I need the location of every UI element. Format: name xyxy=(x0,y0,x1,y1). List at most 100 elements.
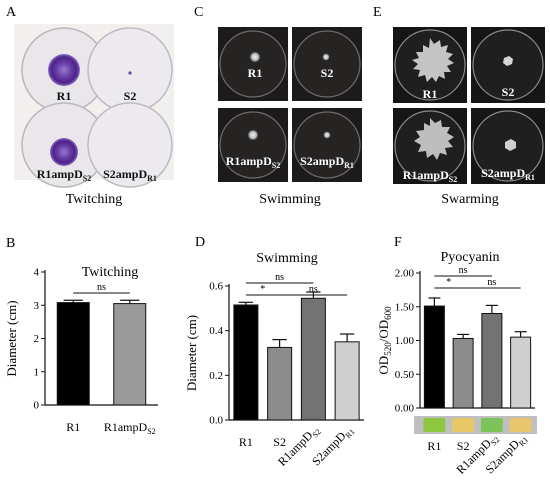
swimming-spot-r1 xyxy=(249,51,261,63)
swarming-dish-r1: R1 xyxy=(393,27,467,103)
x-tick-label-1: S2 xyxy=(457,439,470,453)
swimming-dish-label-s2: S2 xyxy=(321,66,334,80)
y-label-part: OD xyxy=(376,356,391,375)
y-tick-label: 0.4 xyxy=(209,325,223,337)
x-tick-label-3: S2ampDR1 xyxy=(483,430,531,478)
bar-0 xyxy=(423,305,445,409)
panel-letter-c: C xyxy=(194,5,203,20)
sig-label-1: ns xyxy=(459,265,468,276)
twitching-colony-r1ampd xyxy=(50,138,78,166)
swimming-dish-s2: S2 xyxy=(292,27,362,101)
y-axis-label: OD520/OD600 xyxy=(376,306,393,375)
y-tick-label: 4 xyxy=(34,267,40,279)
swarming-colony-r1ampd xyxy=(414,118,454,160)
swimming-dish-r1: R1 xyxy=(218,27,288,101)
twitching-dish-label-r1: R1 xyxy=(57,89,72,103)
x-tick-label-0: R1 xyxy=(66,420,80,434)
x-label-main: R1 xyxy=(427,439,441,453)
swarming-dish-s2: S2 xyxy=(471,27,545,103)
panel-e-caption: Swarming xyxy=(441,192,499,207)
x-label-main: S2 xyxy=(457,439,470,453)
y-tick-label: 0 xyxy=(34,400,40,412)
twitching-dish-label-r1ampd: R1ampDS2 xyxy=(37,167,91,183)
culture-tube-2 xyxy=(480,418,503,432)
bar-1 xyxy=(267,346,293,421)
swarming-colony-s2ampd xyxy=(505,139,516,151)
swarming-dish-label-s2: S2 xyxy=(502,85,515,99)
y-axis-label: Diameter (cm) xyxy=(4,300,19,376)
swimming-dish-s2ampd: S2ampDR1 xyxy=(292,108,362,182)
bar-3 xyxy=(510,336,532,409)
y-tick-label: 0.0 xyxy=(209,415,223,427)
pyocyanin-bar-chart: F Pyocyanin OD520/OD600 0.00 0.50 1.00 1.50 2.0… xyxy=(376,235,535,478)
swimming-dish-label-r1: R1 xyxy=(248,66,263,80)
y-label-sub: 520 xyxy=(383,342,393,356)
swarming-dish-label-s2ampd: S2ampDR1 xyxy=(481,166,535,182)
chart-title: Swimming xyxy=(256,251,317,266)
swarming-colony-s2 xyxy=(503,56,513,66)
y-tick-label: 1.50 xyxy=(395,301,415,313)
x-label-main: S2 xyxy=(273,435,286,449)
swarming-dish-s2ampd: S2ampDR1 xyxy=(471,108,545,184)
sig-label-2: ns xyxy=(309,284,318,295)
swimming-spot-s2 xyxy=(322,53,330,61)
sig-label-0: ns xyxy=(97,282,106,293)
twitching-dish-s2ampd: S2ampDR1 xyxy=(87,102,173,188)
bar-3 xyxy=(334,341,360,421)
bar-2 xyxy=(300,297,326,421)
y-tick-label: 0.6 xyxy=(209,281,223,293)
y-tick-label: 1.00 xyxy=(395,335,415,347)
chart-title: Twitching xyxy=(82,265,139,280)
y-tick-label: 0.00 xyxy=(395,403,415,415)
twitching-dish-r1ampd: R1ampDS2 xyxy=(21,102,107,188)
y-tick-label: 1 xyxy=(34,366,40,378)
bar-0 xyxy=(56,302,90,406)
panel-a-caption: Twitching xyxy=(66,192,123,207)
sig-label-2: ns xyxy=(487,277,496,288)
y-tick-label: 2.00 xyxy=(395,268,415,280)
y-tick-label: 2 xyxy=(34,333,40,345)
panel-letter-d: D xyxy=(195,235,205,250)
culture-tube-0 xyxy=(423,418,446,432)
x-tick-label-1: S2 xyxy=(273,435,286,449)
swarming-colony-r1 xyxy=(412,38,454,82)
sig-label-1: ns xyxy=(275,272,284,283)
swimming-dish-label-s2ampd: S2ampDR1 xyxy=(300,154,354,170)
swarming-dish-label-r1ampd: R1ampDS2 xyxy=(403,168,457,184)
panel-letter-a: A xyxy=(6,5,17,20)
swimming-dish-label-r1ampd: R1ampDS2 xyxy=(226,154,280,170)
twitching-dish-s2: S2 xyxy=(87,27,173,113)
sig-label-0: * xyxy=(446,277,451,288)
twitching-colony-s2 xyxy=(128,71,132,75)
pyocyanin-culture-strip xyxy=(414,416,537,434)
x-tick-label-0: R1 xyxy=(427,439,441,453)
y-label-part: /OD xyxy=(376,320,391,342)
x-label-main: R1 xyxy=(239,435,253,449)
swarming-dish-r1ampd: R1ampDS2 xyxy=(393,108,467,184)
bar-0 xyxy=(233,304,259,421)
swarming-dish-label-r1: R1 xyxy=(423,87,438,101)
bar-2 xyxy=(481,313,503,409)
swimming-spot-r1ampd xyxy=(247,129,259,141)
twitching-dish-label-s2ampd: S2ampDR1 xyxy=(103,167,157,183)
twitching-bar-chart: B Twitching Diameter (cm) 0 1 2 3 4 R1 R1ampDS2 ns xyxy=(4,236,158,436)
twitching-colony-r1 xyxy=(48,54,80,86)
x-label-main: R1 xyxy=(66,420,80,434)
swimming-spot-s2ampd xyxy=(323,131,331,139)
y-tick-label: 3 xyxy=(34,300,40,312)
panel-c-caption: Swimming xyxy=(259,192,320,207)
twitching-dish-label-s2: S2 xyxy=(124,89,137,103)
y-axis-label: Diameter (cm) xyxy=(184,315,199,391)
panel-letter-e: E xyxy=(373,5,382,20)
x-tick-label-1: R1ampDS2 xyxy=(104,420,156,436)
sig-label-0: * xyxy=(260,284,265,295)
y-tick-label: 0.2 xyxy=(209,370,223,382)
x-tick-label-0: R1 xyxy=(239,435,253,449)
y-tick-label: 0.50 xyxy=(395,369,415,381)
x-label-sub: S2 xyxy=(147,427,155,436)
bar-1 xyxy=(452,337,474,409)
panel-letter-b: B xyxy=(6,236,15,251)
y-label-sub: 600 xyxy=(383,306,393,320)
culture-tube-3 xyxy=(509,418,532,432)
